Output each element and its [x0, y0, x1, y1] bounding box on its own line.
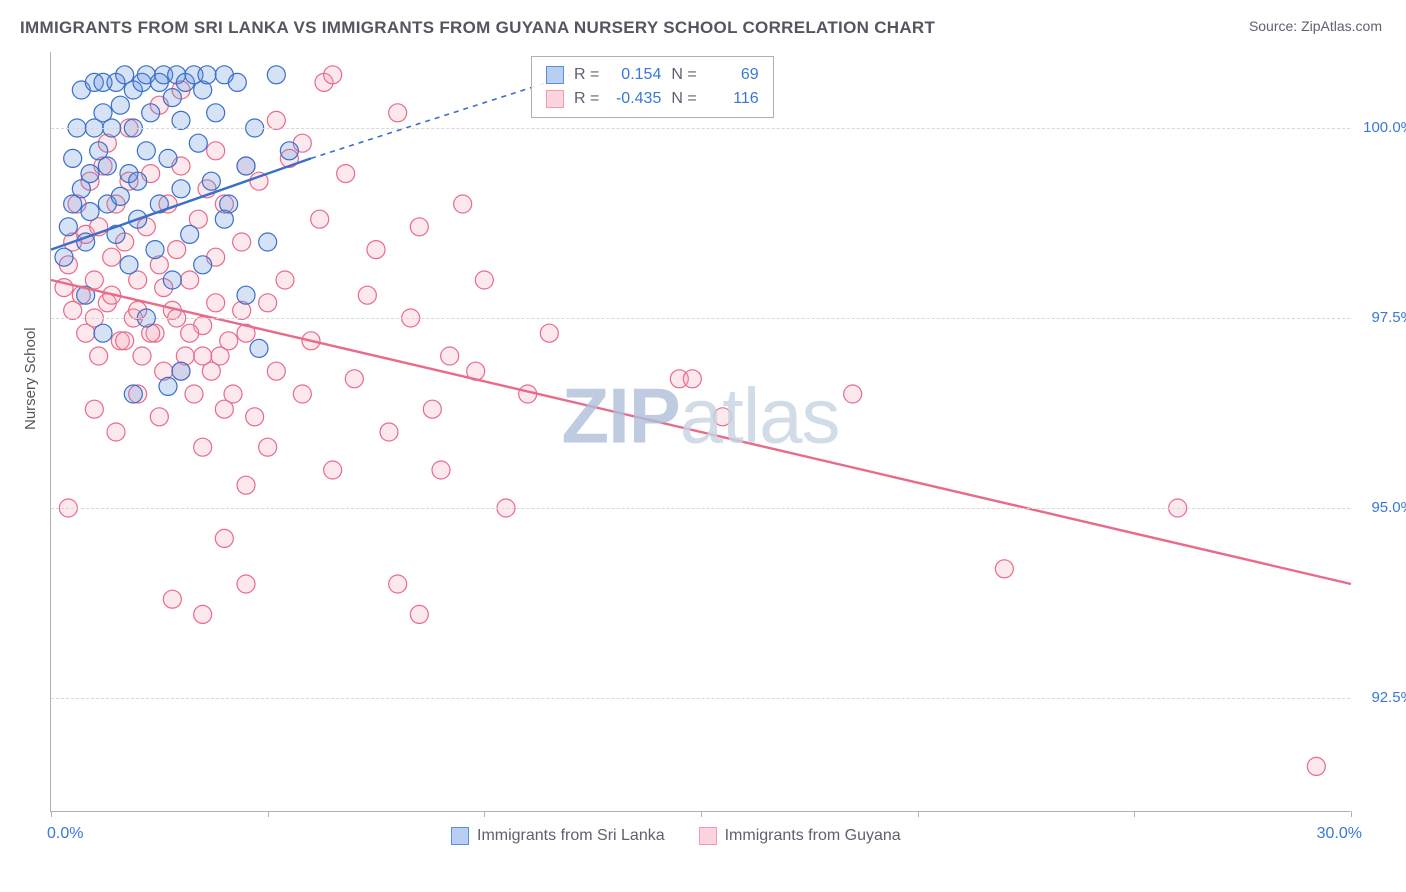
bottom-legend: Immigrants from Sri Lanka Immigrants fro… — [451, 827, 901, 845]
source-label: Source: ZipAtlas.com — [1249, 18, 1382, 34]
gridline — [51, 128, 1350, 129]
legend-r-label: R = — [574, 90, 599, 108]
bottom-legend-label: Immigrants from Guyana — [725, 827, 901, 845]
y-tick-label: 95.0% — [1371, 499, 1406, 516]
legend-r-srilanka: 0.154 — [609, 66, 661, 84]
bottom-legend-srilanka: Immigrants from Sri Lanka — [451, 827, 665, 845]
legend-r-label: R = — [574, 66, 599, 84]
y-tick-label: 92.5% — [1371, 689, 1406, 706]
x-axis-max-label: 30.0% — [1317, 825, 1362, 843]
y-tick-label: 97.5% — [1371, 309, 1406, 326]
gridline — [51, 508, 1350, 509]
x-tick — [918, 811, 919, 817]
legend-n-srilanka: 69 — [707, 66, 759, 84]
legend-row-guyana: R = -0.435 N = 116 — [546, 87, 759, 111]
swatch-icon — [699, 827, 717, 845]
y-tick-label: 100.0% — [1363, 119, 1406, 136]
x-tick — [701, 811, 702, 817]
swatch-icon — [451, 827, 469, 845]
x-axis-min-label: 0.0% — [47, 825, 83, 843]
y-axis-label: Nursery School — [22, 327, 39, 430]
bottom-legend-label: Immigrants from Sri Lanka — [477, 827, 665, 845]
x-tick — [1351, 811, 1352, 817]
gridline — [51, 698, 1350, 699]
legend-n-guyana: 116 — [707, 90, 759, 108]
x-tick — [268, 811, 269, 817]
chart-title: IMMIGRANTS FROM SRI LANKA VS IMMIGRANTS … — [20, 18, 935, 38]
x-tick — [1134, 811, 1135, 817]
chart-plot-area: ZIPatlas R = 0.154 N = 69 R = -0.435 N =… — [50, 52, 1350, 812]
correlation-legend: R = 0.154 N = 69 R = -0.435 N = 116 — [531, 56, 774, 118]
gridline — [51, 318, 1350, 319]
bottom-legend-guyana: Immigrants from Guyana — [699, 827, 901, 845]
legend-n-label: N = — [671, 90, 696, 108]
swatch-guyana — [546, 90, 564, 108]
legend-row-srilanka: R = 0.154 N = 69 — [546, 63, 759, 87]
legend-r-guyana: -0.435 — [609, 90, 661, 108]
x-tick — [51, 811, 52, 817]
swatch-srilanka — [546, 66, 564, 84]
x-tick — [484, 811, 485, 817]
legend-n-label: N = — [671, 66, 696, 84]
